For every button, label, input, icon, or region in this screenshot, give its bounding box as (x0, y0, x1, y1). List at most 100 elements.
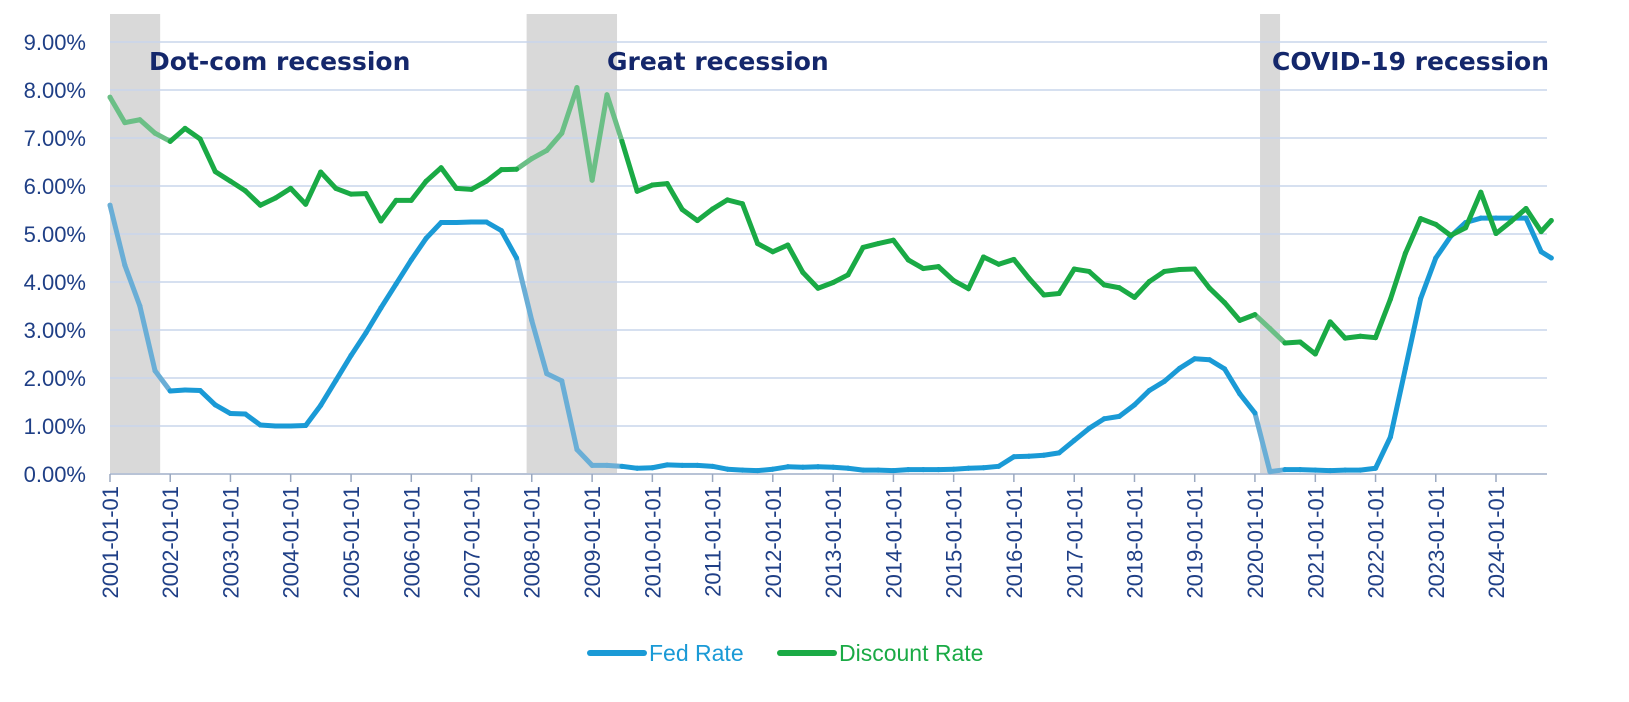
fed-rate-segment (996, 454, 1017, 469)
fed-rate-segment (483, 219, 504, 234)
discount-rate-segment (1373, 296, 1393, 341)
fed-rate-point (589, 462, 595, 468)
discount-rate-point (1327, 319, 1333, 325)
discount-rate-segment (1478, 189, 1499, 237)
discount-rate-segment (981, 254, 1002, 267)
discount-rate-segment (800, 269, 821, 291)
fed-rate-segment (408, 235, 429, 263)
discount-rate-segment (619, 138, 640, 194)
discount-rate-segment (1207, 285, 1228, 306)
discount-rate-point (951, 278, 957, 284)
fed-rate-point (739, 467, 745, 473)
discount-rate-segment (544, 130, 565, 153)
discount-rate-segment (288, 185, 309, 207)
fed-rate-segment (107, 202, 128, 268)
fed-rate-point (559, 378, 565, 384)
discount-rate-point (529, 156, 535, 162)
discount-rate-segment (1327, 319, 1348, 341)
discount-rate-point (965, 286, 971, 292)
fed-rate-segment (1161, 365, 1183, 384)
discount-rate-point (1086, 268, 1092, 274)
discount-rate-point (1056, 291, 1062, 297)
fed-rate-point (1131, 402, 1137, 408)
discount-rate-segment (965, 254, 987, 292)
discount-rate-segment (197, 136, 218, 175)
discount-rate-point (634, 188, 640, 194)
discount-rate-point (1523, 206, 1529, 212)
fed-rate-point (1011, 454, 1017, 460)
fed-rate-segment (1252, 410, 1273, 475)
discount-rate-segment (905, 257, 926, 272)
discount-rate-segment (815, 279, 836, 291)
fed-rate-point (438, 219, 444, 225)
discount-rate-point (875, 241, 881, 247)
discount-rate-segment (378, 197, 399, 224)
discount-rate-point (845, 272, 851, 278)
y-tick-label: 0.00% (24, 462, 86, 487)
fed-rate-point (423, 235, 429, 241)
fed-rate-segment (1026, 452, 1047, 459)
fed-rate-point (483, 219, 489, 225)
fed-rate-point (634, 465, 640, 471)
discount-rate-point (1267, 326, 1273, 332)
discount-rate-segment (1508, 206, 1529, 225)
discount-rate-point (996, 261, 1002, 267)
x-tick-label: 2017-01-01 (1062, 486, 1087, 599)
discount-rate-point (981, 254, 987, 260)
discount-rate-segment (574, 85, 595, 183)
discount-rate-point (1252, 312, 1258, 318)
fed-rate-point (996, 463, 1002, 469)
discount-rate-point (227, 178, 233, 184)
legend: Fed Rate Discount Rate (587, 640, 983, 666)
fed-rate-segment (303, 402, 324, 429)
fed-rate-point (1026, 453, 1032, 459)
discount-rate-segment (453, 185, 475, 192)
discount-rate-segment (182, 125, 203, 142)
discount-rate-segment (227, 178, 248, 194)
discount-rate-point (167, 138, 173, 144)
discount-rate-segment (1056, 266, 1077, 297)
discount-rate-segment (1086, 268, 1107, 288)
fed-rate-point (1282, 467, 1288, 473)
discount-rate-point (378, 218, 384, 224)
x-tick-label: 2001-01-01 (98, 486, 123, 599)
discount-rate-segment (242, 188, 263, 208)
fed-rate-segment (423, 219, 444, 241)
discount-rate-point (498, 167, 504, 173)
fed-rate-segment (333, 352, 354, 383)
fed-rate-point (664, 462, 670, 468)
fed-rate-point (152, 368, 158, 374)
fed-rate-segment (1056, 437, 1077, 456)
x-tick-label: 2003-01-01 (218, 486, 243, 599)
discount-rate-segment (152, 130, 173, 144)
discount-rate-segment (1222, 300, 1243, 323)
discount-rate-segment (785, 242, 806, 275)
discount-rate-segment (529, 147, 550, 162)
discount-rate-segment (1448, 225, 1469, 238)
discount-rate-point (1146, 279, 1152, 285)
fed-rate-segment (242, 411, 263, 428)
discount-rate-point (1071, 266, 1077, 272)
discount-rate-point (770, 249, 776, 255)
fed-rate-segment (122, 262, 143, 309)
fed-rate-point (257, 422, 263, 428)
discount-rate-point (182, 125, 188, 131)
fed-rate-point (1373, 465, 1379, 471)
x-tick-label: 2009-01-01 (580, 486, 605, 599)
discount-rate-point (1207, 285, 1213, 291)
fed-rate-point (137, 303, 143, 309)
fed-rate-point (212, 402, 218, 408)
discount-rate-segment (1252, 312, 1273, 332)
y-tick-label: 6.00% (24, 174, 86, 199)
discount-rate-point (935, 264, 941, 270)
fed-rate-point (107, 202, 113, 208)
discount-rate-point (664, 181, 670, 187)
discount-rate-point (1026, 275, 1032, 281)
discount-rate-point (905, 257, 911, 263)
x-tick-label: 2007-01-01 (460, 486, 485, 599)
fed-rate-segment (710, 463, 730, 472)
discount-rate-segment (303, 169, 324, 207)
discount-rate-segment (664, 181, 685, 213)
fed-rate-point (845, 465, 851, 471)
